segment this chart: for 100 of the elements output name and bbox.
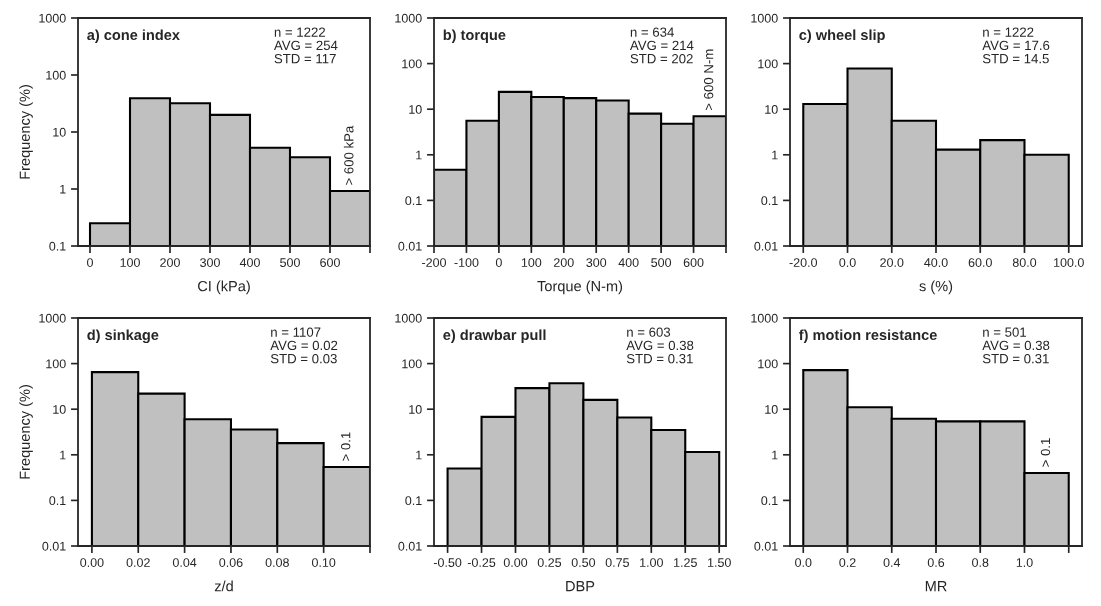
y-tick-label: 1: [416, 450, 422, 460]
y-tick-label: 1000: [395, 313, 422, 323]
y-tick-label: 1000: [751, 313, 778, 323]
annotation: > 600 N-m: [703, 49, 714, 111]
x-tick-label: 40.0: [924, 258, 948, 267]
x-tick-label: 0.0: [839, 258, 856, 267]
x-tick-label: 0.08: [265, 558, 289, 567]
y-tick-label: 1000: [39, 313, 66, 323]
annotation: > 0.1: [341, 432, 351, 461]
x-tick-label: 1.25: [674, 558, 697, 567]
x-tick-label: 0.25: [537, 558, 562, 567]
y-tick-label: 100: [46, 70, 66, 80]
x-tick-label: 0.04: [172, 558, 197, 567]
y-tick-label: 10: [765, 405, 778, 414]
y-axis-title: Frequency (%): [19, 385, 33, 479]
y-tick-label: 0.1: [49, 241, 66, 251]
x-tick-label: 0.00: [80, 558, 104, 567]
x-tick-label: 300: [200, 258, 220, 267]
y-tick-label: 0.1: [405, 196, 422, 206]
x-tick-label: 60.0: [968, 258, 992, 267]
x-tick-label: 0: [87, 258, 93, 267]
y-tick-label: 1: [772, 150, 778, 160]
x-tick-label: 200: [160, 258, 180, 267]
y-tick-label: 1: [60, 184, 66, 194]
y-tick-label: 100: [758, 59, 778, 69]
x-tick-label: -20.0: [789, 258, 818, 267]
y-tick-label: 100: [758, 359, 778, 369]
x-tick-label: 0.00: [503, 558, 528, 567]
x-axis-title: z/d: [214, 580, 233, 592]
annotation: > 600 kPa: [343, 125, 354, 185]
y-tick-label: 100: [46, 359, 66, 369]
y-tick-label: 1: [772, 450, 778, 460]
x-tick-label: 0: [495, 258, 502, 267]
y-tick-label: 100: [402, 359, 422, 369]
text: c) wheel slip: [799, 29, 885, 43]
y-tick-label: 0.01: [754, 241, 778, 251]
y-tick-label: 0.01: [754, 541, 778, 551]
x-tick-label: 0.10: [311, 558, 336, 567]
x-tick-label: 600: [683, 258, 704, 267]
x-tick-label: 0.75: [605, 558, 629, 567]
x-tick-label: 300: [586, 258, 607, 267]
x-tick-label: 1.50: [708, 558, 731, 567]
y-tick-label: 10: [409, 105, 422, 114]
x-tick-label: -200: [422, 258, 447, 267]
annotation: n = 1222 AVG = 17.6 STD = 14.5: [982, 27, 1050, 64]
x-tick-label: 20.0: [880, 258, 904, 267]
y-tick-label: 0.1: [761, 496, 778, 506]
x-axis-title: s (%): [919, 280, 953, 295]
x-tick-label: 1.00: [640, 558, 663, 567]
text: d) sinkage: [87, 329, 159, 344]
x-tick-label: 0.02: [126, 558, 150, 567]
x-axis-title: DBP: [566, 581, 595, 592]
y-tick-label: 1000: [395, 13, 422, 23]
x-tick-label: 0.8: [972, 558, 989, 567]
x-tick-label: -0.25: [467, 558, 496, 567]
x-tick-label: 200: [553, 258, 574, 267]
x-tick-label: 600: [320, 258, 340, 267]
y-tick-label: 0.1: [405, 496, 422, 506]
text: b) torque: [443, 29, 506, 43]
x-tick-label: 0.06: [219, 558, 243, 567]
x-tick-label: 400: [618, 258, 639, 267]
x-tick-label: 400: [239, 258, 260, 267]
annotation: n = 1107 AVG = 0.02 STD = 0.03: [270, 327, 338, 364]
annotation: n = 501 AVG = 0.38 STD = 0.31: [982, 327, 1050, 364]
y-tick-label: 10: [765, 105, 778, 114]
annotation: n = 1222 AVG = 254 STD = 117: [273, 27, 338, 64]
y-tick-label: 0.01: [398, 241, 422, 251]
y-tick-label: 1: [416, 150, 422, 160]
y-axis-title: Frequency (%): [19, 85, 33, 179]
x-tick-label: 100.0: [1054, 258, 1084, 267]
text: f) motion resistance: [799, 329, 937, 343]
x-tick-label: 0.6: [927, 558, 945, 567]
y-tick-label: 0.01: [398, 541, 422, 551]
y-tick-label: 0.1: [49, 496, 66, 506]
y-tick-label: 1000: [39, 13, 66, 23]
x-tick-label: -100: [454, 258, 479, 267]
x-tick-label: 100: [521, 258, 542, 267]
y-tick-label: 1000: [751, 13, 778, 23]
text: e) drawbar pull: [443, 329, 546, 343]
annotation: > 0.1: [1040, 438, 1051, 467]
x-tick-label: 500: [280, 258, 300, 267]
x-axis-title: CI (kPa): [198, 280, 250, 295]
x-axis-title: MR: [925, 581, 947, 592]
x-tick-label: 0.50: [571, 558, 596, 567]
x-tick-label: 80.0: [1012, 258, 1037, 267]
y-tick-label: 10: [53, 127, 66, 137]
y-tick-label: 0.1: [761, 196, 778, 206]
y-tick-label: 1: [60, 450, 66, 460]
x-tick-label: 100: [120, 258, 140, 267]
x-axis-title: Torque (N-m): [537, 280, 623, 295]
annotation: n = 634 AVG = 214 STD = 202: [629, 27, 694, 64]
x-tick-label: 0.4: [883, 558, 901, 567]
x-tick-label: 500: [651, 258, 672, 267]
x-tick-label: -0.50: [433, 558, 462, 567]
x-tick-label: 1.0: [1016, 558, 1033, 567]
y-tick-label: 10: [53, 405, 66, 414]
y-tick-label: 10: [409, 405, 422, 414]
x-tick-label: 0.2: [839, 558, 856, 567]
annotation: n = 603 AVG = 0.38 STD = 0.31: [626, 327, 694, 364]
text: a) cone index: [87, 29, 180, 43]
